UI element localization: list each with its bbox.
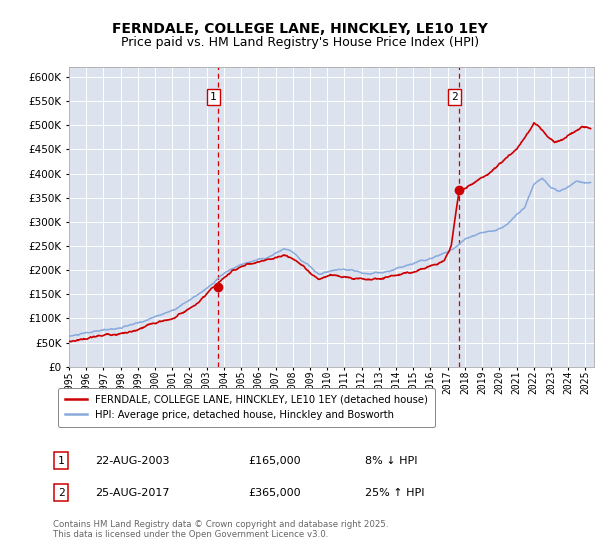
Text: 25-AUG-2017: 25-AUG-2017: [95, 488, 170, 498]
Text: £165,000: £165,000: [248, 455, 301, 465]
Text: 8% ↓ HPI: 8% ↓ HPI: [365, 455, 418, 465]
Text: 2: 2: [451, 92, 458, 102]
Text: £365,000: £365,000: [248, 488, 301, 498]
Text: 1: 1: [210, 92, 217, 102]
Text: 2: 2: [58, 488, 65, 498]
Text: FERNDALE, COLLEGE LANE, HINCKLEY, LE10 1EY: FERNDALE, COLLEGE LANE, HINCKLEY, LE10 1…: [112, 22, 488, 36]
Text: Price paid vs. HM Land Registry's House Price Index (HPI): Price paid vs. HM Land Registry's House …: [121, 36, 479, 49]
Text: 22-AUG-2003: 22-AUG-2003: [95, 455, 170, 465]
Legend: FERNDALE, COLLEGE LANE, HINCKLEY, LE10 1EY (detached house), HPI: Average price,: FERNDALE, COLLEGE LANE, HINCKLEY, LE10 1…: [58, 388, 435, 427]
Text: 1: 1: [58, 455, 65, 465]
Text: 25% ↑ HPI: 25% ↑ HPI: [365, 488, 424, 498]
Text: Contains HM Land Registry data © Crown copyright and database right 2025.
This d: Contains HM Land Registry data © Crown c…: [53, 520, 389, 539]
